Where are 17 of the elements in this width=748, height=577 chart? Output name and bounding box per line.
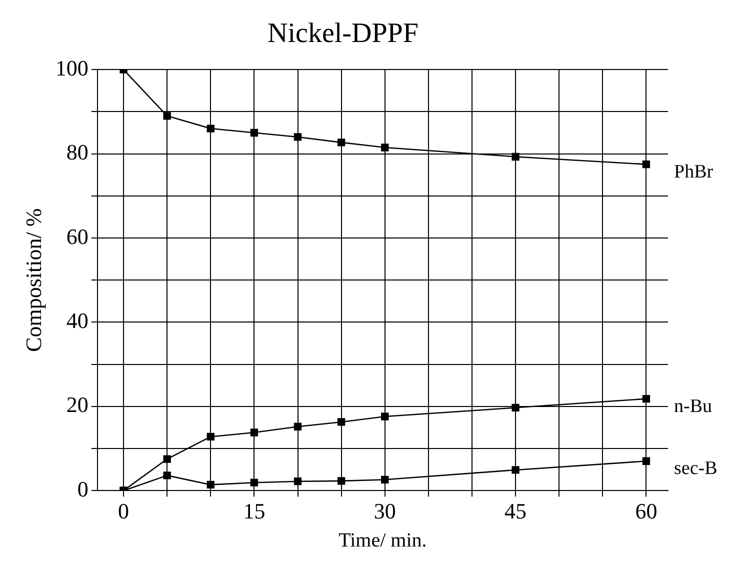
series-label: sec-B (674, 458, 718, 480)
x-tick-label: 30 (374, 498, 396, 524)
chart-title: Nickel-DPPF (268, 18, 418, 50)
y-tick-label: 0 (77, 476, 88, 502)
x-tick-label: 60 (635, 498, 658, 524)
x-axis-title: Time/ min. (338, 529, 427, 552)
y-tick-label: 40 (66, 308, 88, 333)
x-tick-label: 0 (118, 498, 130, 524)
x-tick-label: 15 (243, 498, 266, 524)
x-tick-label: 45 (504, 498, 527, 524)
series-label: PhBr (674, 161, 714, 182)
y-axis-title: Composition/ % (20, 208, 46, 352)
series-label: n-Bu (674, 396, 712, 417)
y-tick-label: 20 (66, 392, 88, 418)
y-tick-label: 100 (55, 55, 88, 80)
y-tick-label: 60 (66, 224, 88, 249)
y-tick-label: 80 (66, 140, 88, 165)
